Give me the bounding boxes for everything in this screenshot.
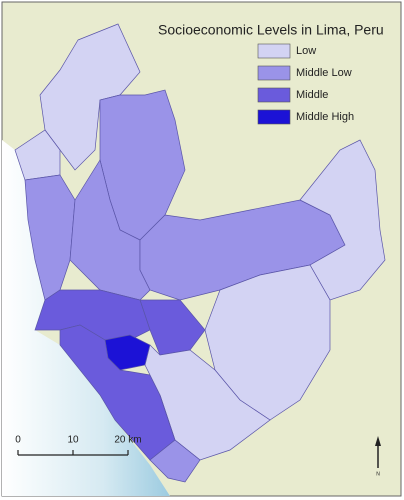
legend-label: Middle bbox=[296, 89, 328, 101]
scale-label: 20 km bbox=[114, 435, 141, 446]
scale-bar: 0 10 20 km bbox=[15, 435, 142, 456]
district bbox=[14, 129, 61, 181]
legend-swatch bbox=[257, 87, 291, 103]
ocean bbox=[2, 140, 170, 496]
north-arrowhead bbox=[375, 436, 381, 446]
north-label: N bbox=[376, 471, 380, 477]
scale-label: 0 bbox=[15, 435, 21, 446]
legend-swatch bbox=[257, 43, 291, 59]
legend-label: Middle Low bbox=[296, 67, 352, 79]
map-title: Socioeconomic Levels in Lima, Peru bbox=[158, 22, 384, 38]
legend-label: Low bbox=[296, 45, 316, 57]
scale-label: 10 bbox=[67, 435, 79, 446]
legend: Low Middle Low Middle Middle High bbox=[257, 43, 354, 125]
district bbox=[149, 394, 201, 483]
legend-label: Middle High bbox=[296, 111, 354, 123]
district bbox=[299, 139, 386, 301]
legend-swatch bbox=[257, 65, 291, 81]
legend-swatch bbox=[257, 109, 291, 125]
district bbox=[39, 23, 141, 171]
districts bbox=[14, 23, 386, 483]
district bbox=[204, 264, 331, 421]
